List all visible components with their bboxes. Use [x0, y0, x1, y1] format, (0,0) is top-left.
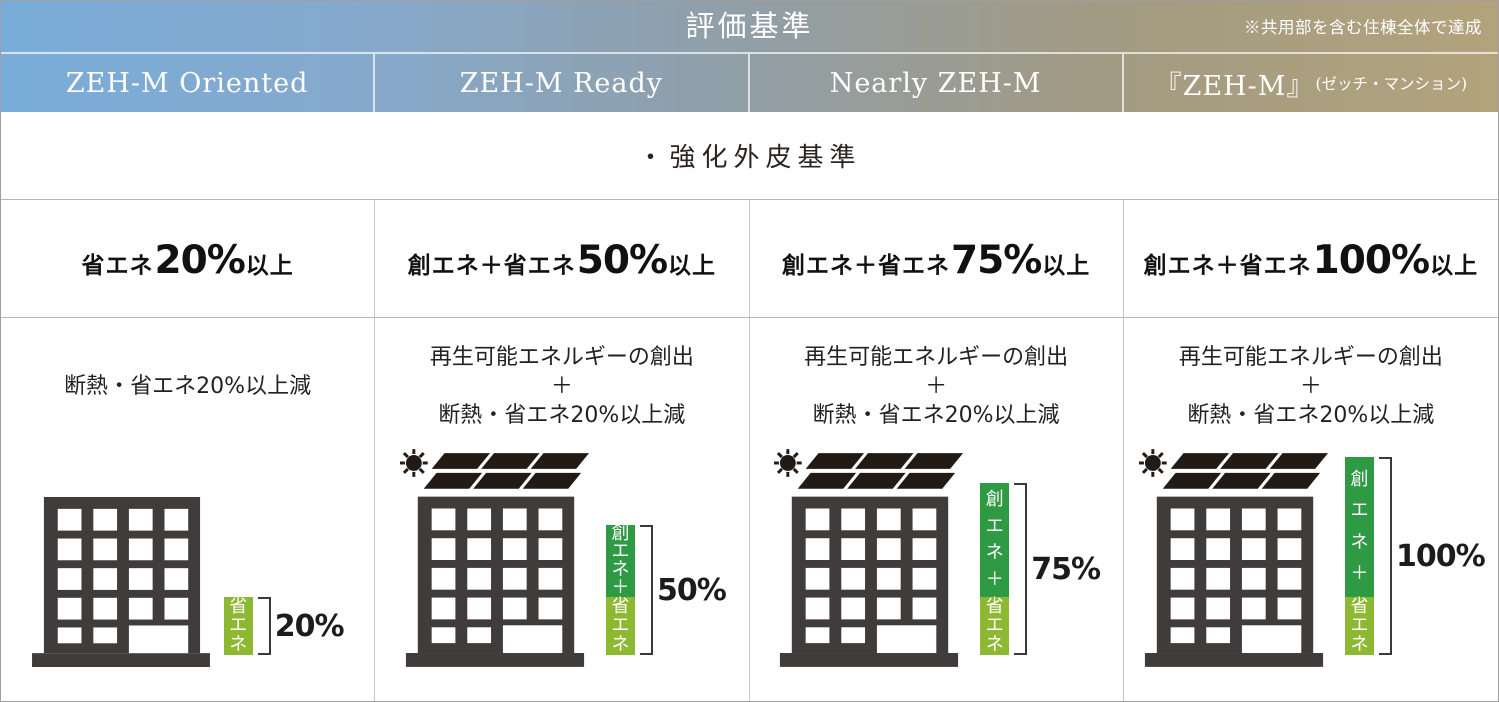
criteria-zehm: 創エネ＋省エネ 100% 以上 [1143, 238, 1479, 283]
energy-saving-segment: 省エネ [605, 597, 635, 655]
column-header-oriented: ZEH-M Oriented [1, 54, 376, 112]
range-bracket [639, 525, 653, 655]
energy-saving-segment: 省エネ [223, 597, 253, 655]
column-header-zehm: 『ZEH-M』 (ゼッチ・マンション) [1154, 70, 1468, 102]
percent-label: 50% [656, 572, 727, 608]
energy-creation-segment: 創エネ＋ [980, 483, 1010, 597]
column-header-nearly: Nearly ZEH-M [750, 54, 1124, 112]
requirement-description: 断熱・省エネ20%以上減 [64, 373, 312, 399]
illustration-row: 断熱・省エネ20%以上減 省エネ 20% 再生可能エネルギーの創出 ＋ 断熱・省… [1, 318, 1498, 701]
energy-creation-segment: 創エネ＋ [605, 525, 635, 597]
illustration-cell-oriented: 断熱・省エネ20%以上減 省エネ 20% [1, 318, 376, 701]
requirement-description: 再生可能エネルギーの創出 ＋ 断熱・省エネ20%以上減 [804, 344, 1069, 428]
energy-saving-meter: 省エネ 20% [223, 597, 345, 655]
energy-saving-meter: 創エネ＋ 省エネ 50% [605, 525, 727, 655]
energy-saving-meter: 創エネ＋ 省エネ 75% [980, 483, 1101, 655]
percent-label: 75% [1031, 551, 1101, 587]
column-header-ready: ZEH-M Ready [375, 54, 750, 112]
building-icon [31, 497, 210, 667]
sun-and-solar-panels-icon [398, 449, 591, 491]
header-note: ※共用部を含む住棟全体で達成 [1244, 18, 1482, 37]
percent-label: 100% [1396, 538, 1486, 574]
illustration-cell-ready: 再生可能エネルギーの創出 ＋ 断熱・省エネ20%以上減 創エネ＋ 省エネ 50% [375, 318, 750, 701]
requirement-description: 再生可能エネルギーの創出 ＋ 断熱・省エネ20%以上減 [1178, 344, 1443, 428]
header-band: 評価基準 ※共用部を含む住棟全体で達成 [1, 1, 1498, 54]
column-headers: ZEH-M Oriented ZEH-M Ready Nearly ZEH-M … [1, 54, 1498, 112]
table-title: 評価基準 [685, 9, 814, 43]
table-header: 評価基準 ※共用部を含む住棟全体で達成 ZEH-M Oriented ZEH-M… [1, 1, 1498, 112]
range-bracket [1379, 457, 1393, 655]
criteria-nearly: 創エネ＋省エネ 75% 以上 [750, 200, 1124, 317]
requirement-description: 再生可能エネルギーの創出 ＋ 断熱・省エネ20%以上減 [429, 344, 694, 428]
criteria-row: 省エネ 20% 以上 創エネ＋省エネ 50% 以上 創エネ＋省エネ 75% 以上 創エネ＋省… [1, 200, 1498, 318]
energy-saving-meter: 創エネ＋ 省エネ 100% [1345, 457, 1486, 655]
energy-saving-segment: 省エネ [980, 597, 1010, 655]
envelope-criteria-row: ・強化外皮基準 [1, 112, 1498, 200]
criteria-oriented: 省エネ 20% 以上 [1, 200, 376, 317]
building-with-solar-icon [772, 449, 965, 667]
energy-saving-segment: 省エネ [1345, 597, 1375, 655]
percent-label: 20% [274, 608, 345, 644]
sun-and-solar-panels-icon [772, 449, 965, 491]
building-with-solar-icon [398, 449, 591, 667]
column-header-zehm-reading: (ゼッチ・マンション) [1315, 75, 1468, 93]
illustration-cell-nearly: 再生可能エネルギーの創出 ＋ 断熱・省エネ20%以上減 創エネ＋ 省エネ 75% [750, 318, 1124, 701]
range-bracket [257, 597, 271, 655]
criteria-ready: 創エネ＋省エネ 50% 以上 [375, 200, 750, 317]
range-bracket [1014, 483, 1028, 655]
energy-creation-segment: 創エネ＋ [1345, 457, 1375, 597]
building-with-solar-icon [1137, 449, 1330, 667]
sun-and-solar-panels-icon [1137, 449, 1330, 491]
illustration-cell-zehm: 再生可能エネルギーの創出 ＋ 断熱・省エネ20%以上減 創エネ＋ 省エネ 100… [1124, 318, 1498, 701]
